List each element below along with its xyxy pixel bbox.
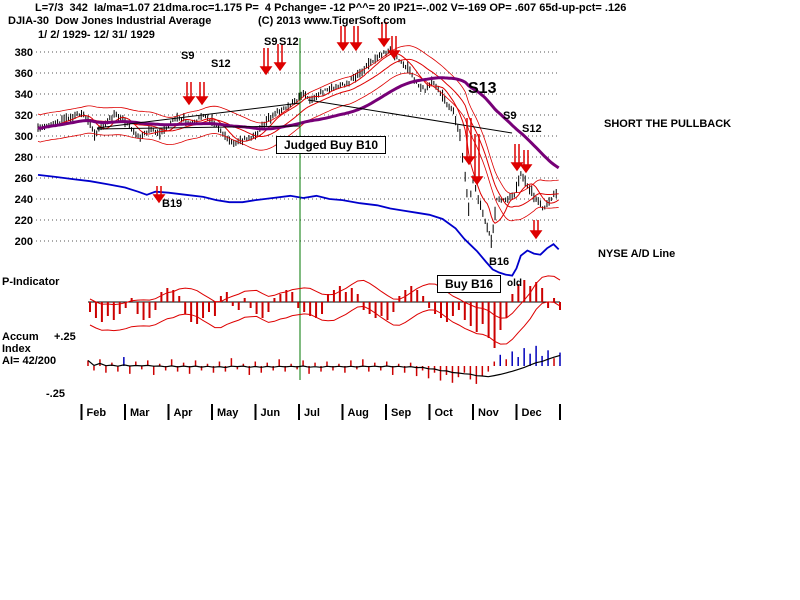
- trend-line: [96, 102, 301, 129]
- nyse-ad-line: [37, 174, 560, 277]
- sell-arrow-icon: [462, 118, 476, 166]
- month-label: Nov: [478, 407, 500, 419]
- plus-25-tick: +.25: [54, 331, 76, 343]
- month-label: Aug: [348, 407, 369, 419]
- p-lower-envelope: [89, 301, 561, 345]
- y-axis-label: 360: [15, 68, 33, 80]
- signal-s13: S13: [468, 80, 497, 97]
- sell-arrow-icon: [510, 144, 524, 172]
- sell-arrow-icon: [470, 134, 484, 186]
- symbol-title: DJIA-30 Dow Jones Industrial Average: [8, 15, 212, 27]
- short-the-pullback-note: SHORT THE PULLBACK: [604, 118, 732, 130]
- nyse-ad-line-note: NYSE A/D Line: [598, 248, 676, 260]
- sell-arrow-icon: [519, 150, 533, 174]
- signal-b19: B19: [162, 198, 183, 210]
- sell-arrow-icon: [387, 36, 401, 60]
- month-label: Sep: [391, 407, 411, 419]
- signal-s12-left: S12: [211, 58, 231, 70]
- y-axis-label: 220: [15, 215, 33, 227]
- index-label: Index: [2, 343, 31, 355]
- date-range: 1/ 2/ 1929- 12/ 31/ 1929: [38, 29, 155, 41]
- y-axis-label: 280: [15, 152, 33, 164]
- signal-s9-right: S9: [503, 110, 517, 122]
- upper-band-line: [37, 45, 559, 194]
- y-axis-label: 380: [15, 47, 33, 59]
- signal-old-note: old: [507, 278, 522, 289]
- y-axis-label: 260: [15, 173, 33, 185]
- y-axis-label: 320: [15, 110, 33, 122]
- y-axis-label: 200: [15, 236, 33, 248]
- month-label: Apr: [174, 407, 194, 419]
- accum-ma-line: [87, 354, 561, 378]
- accum-label: Accum: [2, 331, 39, 343]
- copyright-text: (C) 2013 www.TigerSoft.com: [258, 15, 406, 27]
- sell-arrow-icon: [349, 26, 363, 52]
- sell-arrow-icon: [377, 22, 391, 48]
- month-label: Dec: [522, 407, 542, 419]
- p-upper-envelope: [89, 275, 561, 319]
- sell-arrow-icon: [259, 48, 273, 76]
- signal-b16: B16: [489, 256, 510, 268]
- signal-s9-left: S9: [181, 50, 195, 62]
- signal-s12-mid: S12: [279, 36, 299, 48]
- minus-25-tick: -.25: [46, 388, 65, 400]
- month-label: Feb: [87, 407, 107, 419]
- signal-s12-right: S12: [522, 123, 542, 135]
- month-label: Oct: [435, 407, 454, 419]
- sell-arrow-icon: [152, 186, 166, 204]
- buy-b16-box: Buy B16: [437, 275, 502, 293]
- y-axis-label: 300: [15, 131, 33, 143]
- sell-arrow-icon: [273, 44, 287, 72]
- ma-fast-line: [37, 52, 559, 224]
- sell-arrow-icon: [529, 220, 543, 240]
- ma-slow-thick-line: [37, 76, 560, 170]
- month-label: May: [217, 407, 239, 419]
- ai-ratio-label: AI= 42/200: [2, 355, 57, 367]
- p-indicator-label: P-Indicator: [2, 276, 60, 288]
- indicator-readout-line: L=7/3 342 Ia/ma=1.07 21dma.roc=1.175 P= …: [35, 2, 627, 14]
- month-label: Mar: [130, 407, 150, 419]
- sell-arrow-icon: [336, 26, 350, 52]
- y-axis-label: 340: [15, 89, 33, 101]
- signal-s9-mid: S9: [264, 36, 278, 48]
- sell-arrow-icon: [195, 82, 209, 106]
- month-label: Jul: [304, 407, 320, 419]
- month-label: Jun: [261, 407, 281, 419]
- trend-line: [96, 125, 301, 130]
- y-axis-label: 240: [15, 194, 33, 206]
- trend-line: [307, 99, 513, 134]
- judged-buy-b10-box: Judged Buy B10: [276, 136, 387, 154]
- sell-arrow-icon: [182, 82, 196, 106]
